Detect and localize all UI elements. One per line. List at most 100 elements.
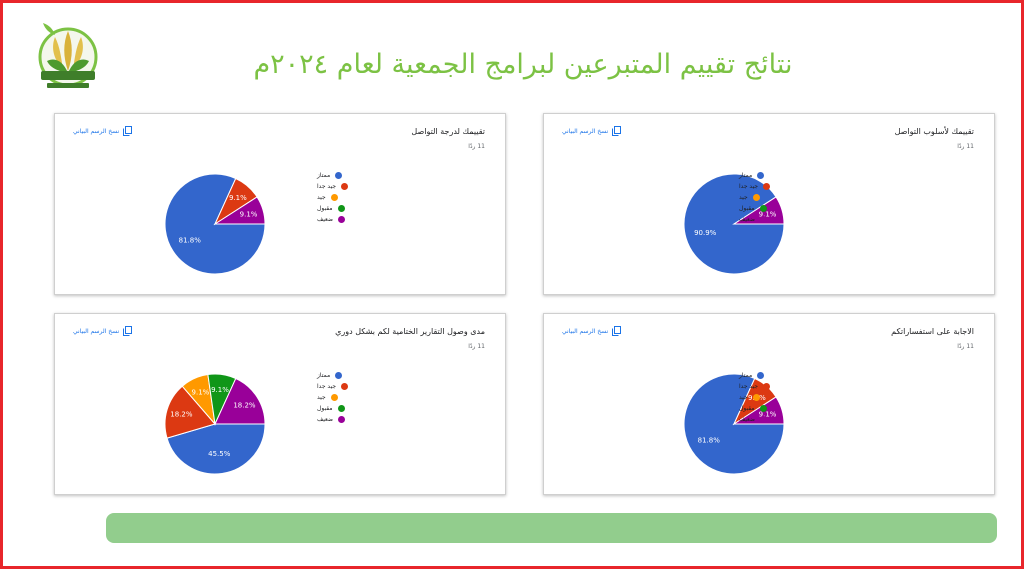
legend-swatch bbox=[759, 205, 767, 212]
pie-slice-label: 9.1% bbox=[759, 411, 777, 419]
legend-swatch bbox=[752, 394, 760, 401]
legend-item: ضعيف bbox=[317, 214, 397, 225]
copy-chart-label: نسخ الرسم البياني bbox=[562, 127, 609, 135]
chart-card-final-reports: نسخ الرسم البياني مدى وصول التقارير الخت… bbox=[54, 313, 506, 495]
legend-label: ممتاز bbox=[317, 372, 331, 379]
legend-item: جيد bbox=[739, 392, 819, 403]
legend-item: جيد bbox=[317, 392, 397, 403]
legend-item: مقبول bbox=[739, 203, 819, 214]
legend-label: ممتاز bbox=[317, 172, 331, 179]
legend-item: جيد bbox=[317, 192, 397, 203]
legend-swatch bbox=[338, 416, 346, 423]
pie-slice-2 bbox=[164, 385, 216, 439]
copy-chart-button[interactable]: نسخ الرسم البياني bbox=[562, 126, 622, 136]
legend-label: جيد جدا bbox=[317, 183, 337, 190]
pie-slice-label: 9.1% bbox=[229, 194, 247, 202]
legend-item: مقبول bbox=[739, 403, 819, 414]
legend-item: ضعيف bbox=[317, 414, 397, 425]
pie-slice-label: 9.1% bbox=[211, 386, 229, 394]
legend-label: ضعيف bbox=[317, 216, 334, 223]
legend-label: ممتاز bbox=[739, 372, 753, 379]
legend-swatch bbox=[341, 383, 349, 390]
chart-card-communication-style: نسخ الرسم البياني تقييمك لأسلوب التواصل … bbox=[543, 113, 995, 295]
legend-swatch bbox=[763, 183, 771, 190]
response-count: 11 ردًا bbox=[957, 143, 974, 150]
pie-slice-label: 45.5% bbox=[208, 450, 231, 458]
pie-slice-label: 18.2% bbox=[233, 402, 256, 410]
legend-item: جيد جدا bbox=[739, 381, 819, 392]
legend-swatch bbox=[335, 372, 343, 379]
legend-label: جيد جدا bbox=[739, 383, 759, 390]
copy-chart-button[interactable]: نسخ الرسم البياني bbox=[562, 326, 622, 336]
copy-chart-label: نسخ الرسم البياني bbox=[562, 327, 609, 335]
copy-chart-label: نسخ الرسم البياني bbox=[73, 327, 120, 335]
legend-label: جيد bbox=[739, 194, 748, 201]
legend-label: جيد bbox=[317, 394, 326, 401]
response-count: 11 ردًا bbox=[957, 343, 974, 350]
legend-item: جيد جدا bbox=[739, 181, 819, 192]
chart-title: تقييمك لأسلوب التواصل bbox=[894, 127, 974, 136]
copy-chart-button[interactable]: نسخ الرسم البياني bbox=[73, 326, 133, 336]
pie-slice-5 bbox=[213, 196, 266, 225]
pie-chart: 81.8% 9.1% 9.1% bbox=[164, 173, 266, 275]
legend-label: جيد bbox=[317, 194, 326, 201]
legend-label: مقبول bbox=[317, 405, 333, 412]
footer-bar bbox=[106, 513, 997, 543]
pie-slice-label: 81.8% bbox=[179, 237, 202, 245]
pie-slice-5 bbox=[214, 377, 266, 425]
legend-swatch bbox=[338, 216, 346, 223]
legend-label: مقبول bbox=[739, 205, 755, 212]
pie-slice-label: 9.1% bbox=[759, 211, 777, 219]
legend-label: مقبول bbox=[317, 205, 333, 212]
legend-item: ممتاز bbox=[739, 370, 819, 381]
chart-card-communication-level: نسخ الرسم البياني تقييمك لدرجة التواصل 1… bbox=[54, 113, 506, 295]
legend-item: مقبول bbox=[317, 203, 397, 214]
pie-slice-label: 90.9% bbox=[694, 229, 717, 237]
legend-label: ضعيف bbox=[739, 416, 756, 423]
chart-legend: ممتاز جيد جدا جيد مقبول ضعيف bbox=[317, 170, 397, 225]
legend-swatch bbox=[330, 394, 338, 401]
pie-slice-label: 9.1% bbox=[192, 389, 210, 397]
copy-icon bbox=[123, 126, 133, 136]
chart-legend: ممتاز جيد جدا جيد مقبول ضعيف bbox=[739, 170, 819, 225]
legend-item: ضعيف bbox=[739, 214, 819, 225]
legend-swatch bbox=[760, 216, 768, 223]
pie-slice-5 bbox=[732, 396, 785, 425]
chart-card-inquiries-response: نسخ الرسم البياني الاجابة على استفساراتك… bbox=[543, 313, 995, 495]
copy-chart-label: نسخ الرسم البياني bbox=[73, 127, 120, 135]
copy-icon bbox=[123, 326, 133, 336]
legend-label: جيد bbox=[739, 394, 748, 401]
legend-label: ضعيف bbox=[317, 416, 334, 423]
legend-swatch bbox=[330, 194, 338, 201]
legend-swatch bbox=[752, 194, 760, 201]
legend-item: ممتاز bbox=[317, 170, 397, 181]
legend-label: مقبول bbox=[739, 405, 755, 412]
pie-slice-label: 9.1% bbox=[240, 211, 258, 219]
legend-item: ممتاز bbox=[317, 370, 397, 381]
legend-swatch bbox=[337, 405, 345, 412]
legend-item: جيد bbox=[739, 192, 819, 203]
chart-title: تقييمك لدرجة التواصل bbox=[411, 127, 485, 136]
legend-item: ضعيف bbox=[739, 414, 819, 425]
page-title: نتائج تقييم المتبرعين لبرامج الجمعية لعا… bbox=[253, 49, 793, 80]
pie-slice-1 bbox=[166, 423, 266, 475]
copy-icon bbox=[612, 126, 622, 136]
pie-chart: 45.5% 18.2% 9.1% 9.1% 18.2% bbox=[164, 373, 266, 475]
legend-swatch bbox=[341, 183, 349, 190]
legend-item: جيد جدا bbox=[317, 181, 397, 192]
legend-swatch bbox=[759, 405, 767, 412]
legend-item: ممتاز bbox=[739, 170, 819, 181]
legend-swatch bbox=[335, 172, 343, 179]
legend-swatch bbox=[760, 416, 768, 423]
legend-label: ضعيف bbox=[739, 216, 756, 223]
legend-label: جيد جدا bbox=[317, 383, 337, 390]
legend-label: ممتاز bbox=[739, 172, 753, 179]
legend-item: مقبول bbox=[317, 403, 397, 414]
copy-chart-button[interactable]: نسخ الرسم البياني bbox=[73, 126, 133, 136]
response-count: 11 ردًا bbox=[468, 143, 485, 150]
association-logo bbox=[38, 23, 98, 88]
chart-title: مدى وصول التقارير الختامية لكم بشكل دوري bbox=[335, 327, 485, 336]
pie-slice-5 bbox=[732, 196, 785, 225]
chart-legend: ممتاز جيد جدا جيد مقبول ضعيف bbox=[739, 370, 819, 425]
